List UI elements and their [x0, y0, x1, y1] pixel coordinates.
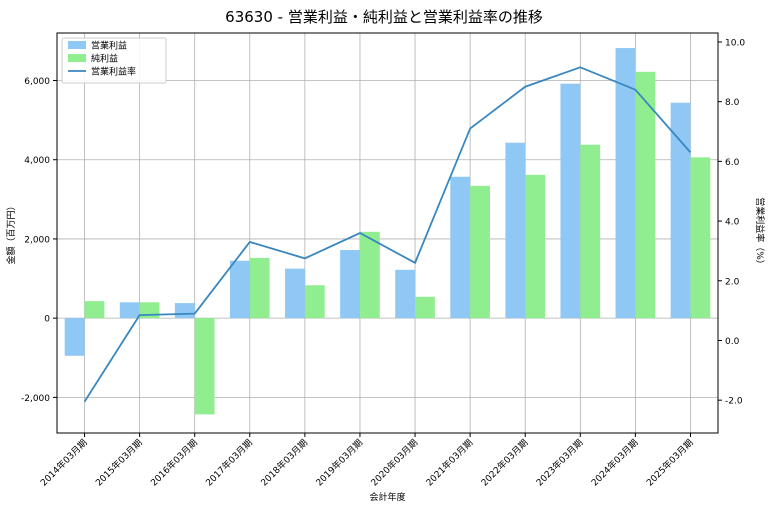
operating-profit-bar	[450, 176, 471, 319]
operating-profit-bar	[340, 250, 360, 319]
x-tick-label: 2017年03月期	[203, 437, 255, 489]
x-tick-label: 2015年03月期	[93, 437, 145, 489]
y-tick-label: 2,000	[24, 235, 50, 245]
operating-profit-bar	[560, 83, 581, 319]
net-profit-bar	[249, 257, 270, 319]
bars	[64, 48, 711, 415]
y2-tick-label: 8.0	[725, 98, 740, 108]
y-tick-label: 0	[44, 315, 50, 325]
legend-label: 純利益	[91, 53, 118, 65]
legend-swatch	[68, 54, 86, 62]
y2-tick-label: 10.0	[725, 38, 745, 48]
x-tick-label: 2022年03月期	[478, 437, 530, 489]
y2-tick-label: -2.0	[725, 397, 743, 407]
net-profit-bar	[525, 174, 546, 319]
operating-profit-bar	[119, 302, 140, 319]
net-profit-bar	[304, 285, 325, 319]
y2-tick-label: 4.0	[725, 218, 740, 228]
x-tick-label: 2020年03月期	[368, 437, 420, 489]
net-profit-bar	[359, 231, 380, 319]
operating-profit-bar	[395, 269, 416, 319]
x-tick-label: 2018年03月期	[258, 437, 310, 489]
net-profit-bar	[194, 318, 215, 415]
legend-label: 営業利益	[91, 40, 127, 52]
y-tick-label: -2,000	[21, 394, 50, 404]
y2-tick-label: 2.0	[725, 277, 740, 287]
legend-label: 営業利益率	[91, 66, 136, 78]
x-tick-label: 2024年03月期	[589, 437, 641, 489]
operating-profit-bar	[285, 268, 305, 319]
legend-box	[61, 37, 167, 84]
legend-swatch	[68, 41, 86, 49]
plot-frame	[56, 32, 719, 434]
operating-profit-bar	[615, 48, 636, 319]
grid-lines	[57, 33, 718, 433]
operating-profit-bar	[174, 303, 195, 319]
x-tick-label: 2025年03月期	[644, 437, 696, 489]
y-tick-label: 6,000	[24, 77, 50, 87]
operating-profit-bar	[670, 102, 691, 319]
operating-margin-line	[83, 66, 692, 403]
y2-tick-label: 0.0	[725, 337, 740, 347]
net-profit-bar	[690, 157, 711, 319]
net-profit-bar	[84, 301, 105, 319]
x-tick-label: 2014年03月期	[38, 437, 90, 489]
x-tick-label: 2016年03月期	[148, 437, 200, 489]
y-tick-label: 4,000	[24, 156, 50, 166]
net-profit-bar	[635, 71, 656, 319]
operating-profit-bar	[64, 318, 85, 356]
y2-axis-label: 営業利益率（%）	[754, 197, 766, 269]
margin-line	[83, 66, 692, 403]
x-tick-label: 2019年03月期	[313, 437, 365, 489]
x-tick-label: 2023年03月期	[534, 437, 586, 489]
x-axis-label: 会計年度	[369, 491, 405, 503]
net-profit-bar	[470, 185, 490, 319]
operating-profit-bar	[505, 142, 526, 319]
chart-title: 63630 - 営業利益・純利益と営業利益率の推移	[225, 8, 543, 26]
y-axis-label: 金額（百万円）	[5, 201, 17, 264]
net-profit-bar	[580, 144, 601, 319]
y2-tick-label: 6.0	[725, 158, 740, 168]
net-profit-bar	[415, 296, 435, 319]
operating-profit-bar	[229, 260, 250, 319]
x-tick-label: 2021年03月期	[423, 437, 475, 489]
